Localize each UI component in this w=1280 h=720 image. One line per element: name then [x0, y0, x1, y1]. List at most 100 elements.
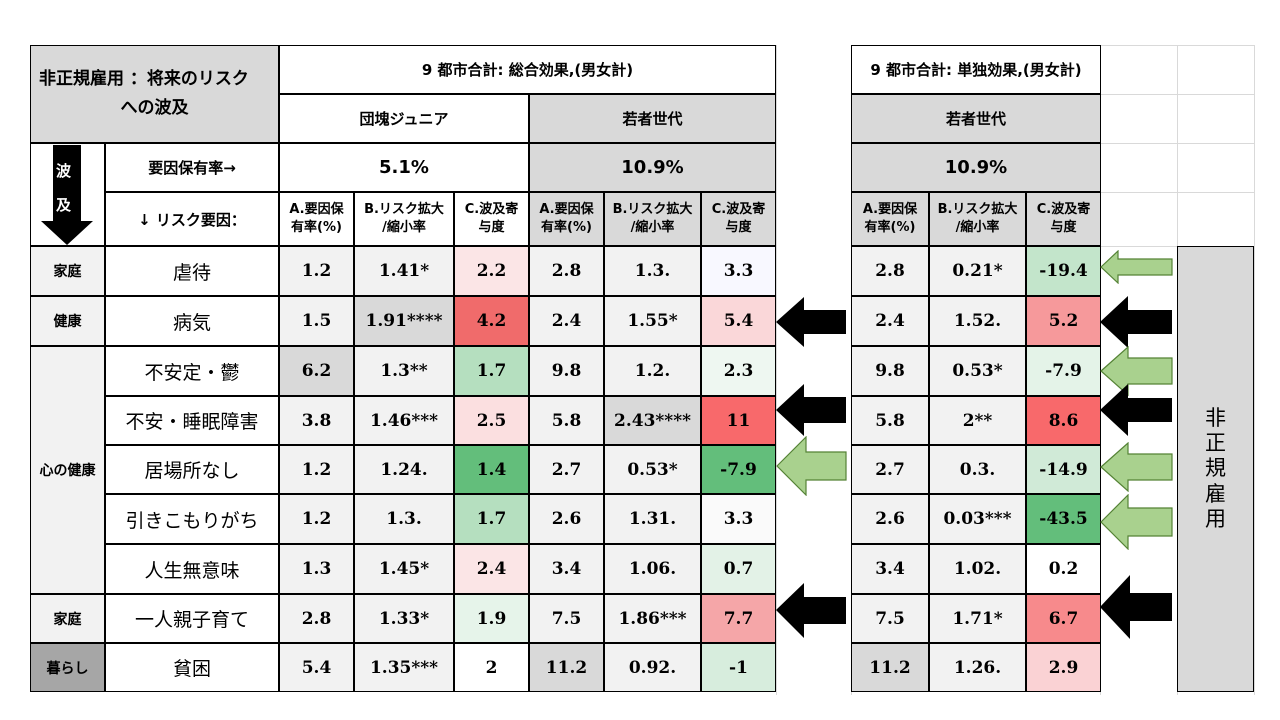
- side-label-char: 正: [1205, 431, 1226, 456]
- factor-rate-cell: 6.2: [279, 346, 354, 396]
- contribution-cell: 6.7: [1026, 594, 1101, 643]
- factor-rate-cell: 5.4: [279, 643, 354, 692]
- risk-ratio-cell: 1.26.: [929, 643, 1026, 692]
- contribution-cell: 2.5: [454, 396, 529, 445]
- contribution-cell: 1.9: [454, 594, 529, 643]
- risk-ratio-cell: 1.86***: [604, 594, 701, 643]
- rate-young-single: 10.9%: [851, 143, 1101, 192]
- risk-ratio-cell: 1.06.: [604, 544, 701, 594]
- factor-rate-cell: 2.7: [529, 445, 604, 494]
- arrow-black-icon: [776, 297, 846, 347]
- contribution-cell: -43.5: [1026, 494, 1101, 544]
- col-header-single-a: A.要因保 有率(%): [851, 192, 929, 246]
- generation-young: 若者世代: [529, 94, 776, 143]
- down-arrow-icon: [41, 145, 93, 245]
- col-header-young-c: C.波及寄 与度: [701, 192, 776, 246]
- risk-ratio-cell: 1.33*: [354, 594, 454, 643]
- table-title: 非正規雇用 ：将来のリスク への波及: [30, 45, 279, 143]
- factor-rate-cell: 2.4: [529, 296, 604, 346]
- factor-rate-cell: 1.2: [279, 246, 354, 296]
- factor-rate-cell: 2.8: [529, 246, 604, 296]
- col-header-line: /縮小率: [382, 220, 426, 235]
- factor-rate-cell: 11.2: [851, 643, 929, 692]
- arrow-green-icon: [1100, 250, 1173, 284]
- contribution-cell: 1.7: [454, 346, 529, 396]
- risk-ratio-cell: 1.3.: [604, 246, 701, 296]
- factor-rate-cell: 11.2: [529, 643, 604, 692]
- side-label-char: 雇: [1205, 481, 1226, 506]
- risk-ratio-cell: 1.3.: [354, 494, 454, 544]
- factor-rate-cell: 9.8: [851, 346, 929, 396]
- col-header-line: B.リスク拡大: [364, 201, 444, 217]
- rate-young: 10.9%: [529, 143, 776, 192]
- risk-ratio-cell: 0.03***: [929, 494, 1026, 544]
- contribution-cell: -19.4: [1026, 246, 1101, 296]
- risk-ratio-cell: 0.3.: [929, 445, 1026, 494]
- category-family: 家庭: [30, 246, 105, 296]
- title-line2: への波及: [120, 98, 189, 118]
- contribution-cell: 2.2: [454, 246, 529, 296]
- factor-rate-cell: 9.8: [529, 346, 604, 396]
- col-header-single-b: B.リスク拡大/縮小率: [929, 192, 1026, 246]
- risk-ratio-cell: 1.91****: [354, 296, 454, 346]
- col-header-junior-b: B.リスク拡大/縮小率: [354, 192, 454, 246]
- risk-ratio-cell: 0.21*: [929, 246, 1026, 296]
- category-family-2: 家庭: [30, 594, 105, 643]
- risk-ratio-cell: 0.92.: [604, 643, 701, 692]
- contribution-cell: 0.2: [1026, 544, 1101, 594]
- col-header-single-c: C.波及寄 与度: [1026, 192, 1101, 246]
- contribution-cell: 0.7: [701, 544, 776, 594]
- col-header-young-b: B.リスク拡大/縮小率: [604, 192, 701, 246]
- arrow-black-icon: [776, 583, 846, 638]
- risk-ratio-cell: 1.31.: [604, 494, 701, 544]
- col-header-line: C.波及寄: [711, 201, 766, 217]
- side-label-char: 規: [1205, 456, 1226, 481]
- col-header-line: C.波及寄: [464, 201, 519, 217]
- col-header-line: /縮小率: [955, 220, 1000, 235]
- factor-rate-cell: 2.6: [529, 494, 604, 544]
- ripple-top: 波: [56, 162, 72, 180]
- risk-ratio-cell: 0.53*: [604, 445, 701, 494]
- arrow-green-icon: [1100, 494, 1173, 550]
- contribution-cell: -14.9: [1026, 445, 1101, 494]
- contribution-cell: 2.4: [454, 544, 529, 594]
- risk-factor-name: 病気: [105, 296, 279, 346]
- col-header-line: A.要因保: [289, 201, 344, 217]
- risk-ratio-cell: 1.02.: [929, 544, 1026, 594]
- contribution-cell: 1.4: [454, 445, 529, 494]
- col-header-line: A.要因保: [862, 201, 918, 217]
- contribution-cell: -1: [701, 643, 776, 692]
- arrow-green-icon: [776, 436, 847, 496]
- ripple-cell: 波 及: [30, 143, 105, 246]
- col-header-junior-a: A.要因保有率(%): [279, 192, 354, 246]
- risk-ratio-cell: 1.46***: [354, 396, 454, 445]
- contribution-cell: 2.3: [701, 346, 776, 396]
- side-label-char: 用: [1205, 506, 1226, 531]
- risk-factor-name: 居場所なし: [105, 445, 279, 494]
- col-header-line: A.要因保: [539, 201, 594, 217]
- contribution-cell: 1.7: [454, 494, 529, 544]
- risk-factor-label: ↓ リスク要因：: [105, 192, 279, 246]
- col-header-line: 与度: [1050, 220, 1077, 235]
- col-header-line: /縮小率: [630, 220, 675, 235]
- contribution-cell: 8.6: [1026, 396, 1101, 445]
- risk-factor-name: 不安定・鬱: [105, 346, 279, 396]
- col-header-line: B.リスク拡大: [937, 201, 1018, 217]
- risk-factor-name: 不安・睡眠障害: [105, 396, 279, 445]
- risk-ratio-cell: 1.71*: [929, 594, 1026, 643]
- col-header-junior-c: C.波及寄 与度: [454, 192, 529, 246]
- contribution-cell: 7.7: [701, 594, 776, 643]
- risk-factor-name: 人生無意味: [105, 544, 279, 594]
- category-mental-health: 心の健康: [30, 346, 105, 594]
- contribution-cell: 5.2: [1026, 296, 1101, 346]
- contribution-cell: 4.2: [454, 296, 529, 346]
- contribution-cell: -7.9: [701, 445, 776, 494]
- risk-ratio-cell: 0.53*: [929, 346, 1026, 396]
- factor-rate-cell: 7.5: [851, 594, 929, 643]
- factor-rate-cell: 1.2: [279, 445, 354, 494]
- col-header-line: 有率(%): [291, 220, 342, 235]
- section-total-header: 9 都市合計: 総合効果,(男女計): [279, 45, 776, 94]
- factor-rate-cell: 1.5: [279, 296, 354, 346]
- category-health: 健康: [30, 296, 105, 346]
- factor-rate-cell: 3.8: [279, 396, 354, 445]
